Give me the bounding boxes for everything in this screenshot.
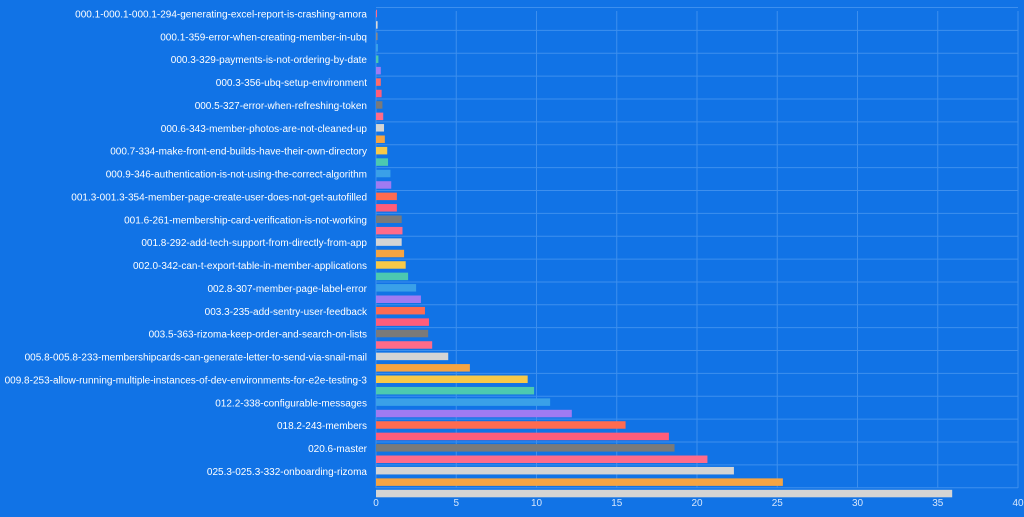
bar	[376, 9, 377, 18]
bar	[376, 352, 449, 361]
category-label: 002.8-307-member-page-label-error	[207, 284, 367, 295]
bar	[376, 421, 626, 429]
category-label: 001.6-261-membership-card-verification-i…	[124, 215, 367, 226]
bar	[376, 135, 385, 143]
bar	[376, 215, 402, 223]
x-tick-label: 0	[373, 498, 379, 509]
category-label: 000.1-000.1-000.1-294-generating-excel-r…	[75, 10, 367, 21]
bar	[376, 204, 397, 212]
category-label: 000.3-329-payments-is-not-ordering-by-da…	[171, 55, 368, 66]
bar	[376, 455, 708, 464]
bar	[376, 124, 385, 132]
category-label: 018.2-243-members	[277, 421, 367, 432]
x-tick-label: 30	[852, 498, 864, 509]
bar	[376, 375, 528, 384]
category-label: 000.3-356-ubq-setup-environment	[216, 78, 367, 89]
bar	[376, 318, 429, 326]
x-tick-label: 5	[453, 498, 459, 509]
x-tick-label: 25	[772, 498, 784, 509]
bar	[376, 341, 433, 349]
bar	[376, 21, 378, 29]
category-label: 025.3-025.3-332-onboarding-rizoma	[207, 467, 368, 478]
bar	[376, 364, 470, 372]
category-label: 020.6-master	[308, 444, 368, 455]
bar	[376, 226, 403, 235]
y-axis-labels: 000.1-000.1-000.1-294-generating-excel-r…	[5, 10, 368, 478]
bar	[376, 398, 551, 406]
bar	[376, 489, 953, 498]
bar	[376, 272, 409, 281]
bar	[376, 329, 429, 338]
category-label: 005.8-005.8-233-membershipcards-can-gene…	[25, 353, 367, 364]
grid	[375, 7, 1019, 489]
category-label: 001.8-292-add-tech-support-from-directly…	[141, 238, 367, 249]
bar	[376, 238, 402, 246]
x-tick-label: 35	[932, 498, 944, 509]
bar	[376, 78, 381, 86]
bar	[376, 444, 675, 452]
bar	[376, 306, 425, 315]
category-label: 000.5-327-error-when-refreshing-token	[195, 101, 367, 112]
category-label: 012.2-338-configurable-messages	[215, 398, 367, 409]
bar	[376, 466, 734, 475]
bar	[376, 432, 669, 441]
category-label: 000.7-334-make-front-end-builds-have-the…	[110, 147, 367, 158]
bar	[376, 146, 388, 155]
category-label: 003.3-235-add-sentry-user-feedback	[205, 307, 368, 318]
bar	[376, 55, 379, 63]
x-tick-label: 20	[691, 498, 703, 509]
category-label: 000.1-359-error-when-creating-member-in-…	[160, 32, 367, 43]
x-tick-label: 15	[611, 498, 623, 509]
bar	[376, 192, 397, 201]
bar	[376, 478, 783, 486]
category-label: 009.8-253-allow-running-multiple-instanc…	[5, 375, 368, 386]
bar	[376, 89, 382, 98]
bar	[376, 44, 378, 52]
category-label: 001.3-001.3-354-member-page-create-user-…	[71, 192, 367, 203]
bar	[376, 32, 378, 41]
bar	[376, 66, 381, 75]
bars	[376, 9, 953, 498]
bar	[376, 169, 391, 178]
bar	[376, 249, 405, 258]
category-label: 002.0-342-can-t-export-table-in-member-a…	[133, 261, 367, 272]
bar	[376, 284, 417, 292]
bar	[376, 409, 572, 418]
bar	[376, 295, 421, 303]
category-label: 000.6-343-member-photos-are-not-cleaned-…	[161, 124, 368, 135]
bar	[376, 261, 406, 269]
category-label: 000.9-346-authentication-is-not-using-th…	[106, 170, 367, 181]
bar	[376, 101, 383, 109]
bar	[376, 112, 384, 121]
bar	[376, 181, 392, 189]
bar	[376, 386, 535, 395]
x-tick-label: 40	[1012, 498, 1024, 509]
x-tick-label: 10	[531, 498, 543, 509]
category-label: 003.5-363-rizoma-keep-order-and-search-o…	[149, 330, 367, 341]
bar	[376, 158, 389, 166]
x-axis-ticks: 0 5 10 15 20 25 30 35 40	[373, 498, 1024, 509]
